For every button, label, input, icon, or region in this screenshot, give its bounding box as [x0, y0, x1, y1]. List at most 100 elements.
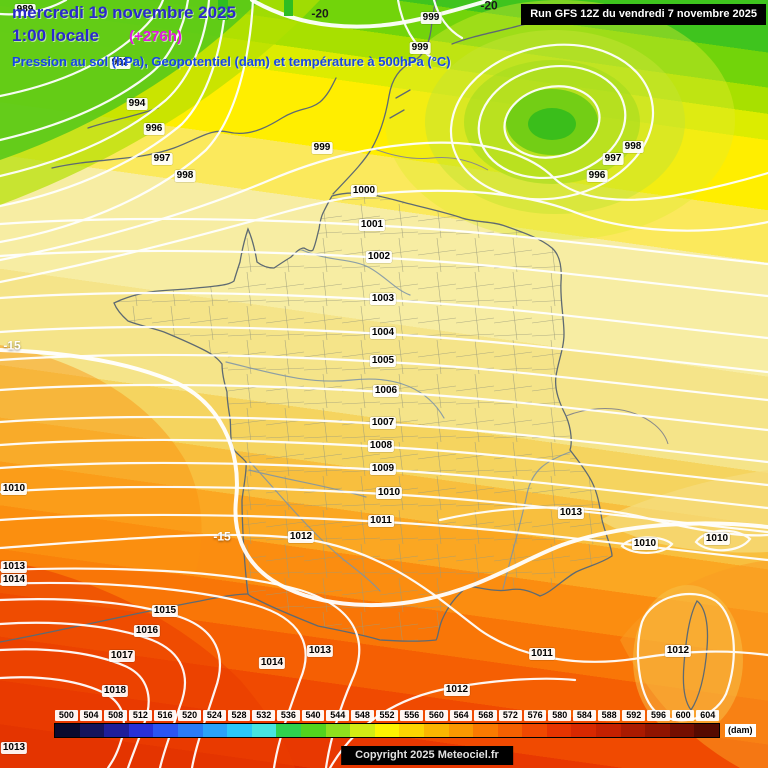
- scale-value: 548: [351, 710, 374, 721]
- temperature-label: -15: [3, 338, 21, 353]
- temperature-label: -20: [311, 6, 329, 21]
- scale-color-cell: [350, 724, 375, 737]
- pressure-label: 999: [420, 12, 442, 24]
- scale-color-cell: [79, 724, 105, 737]
- scale-color-cell: [399, 724, 424, 737]
- temperature-label: -15: [213, 529, 231, 544]
- scale-color-cell: [202, 724, 228, 737]
- pressure-label: 999: [311, 142, 333, 154]
- scale-value: 500: [55, 710, 78, 721]
- map-header: mercredi 19 novembre 2025 1:00 locale (+…: [12, 3, 451, 69]
- green-edge-markers: [218, 0, 293, 20]
- pressure-label: 1001: [358, 219, 386, 231]
- copyright-notice: Copyright 2025 Meteociel.fr: [341, 746, 513, 765]
- pressure-label: 1008: [367, 440, 395, 452]
- scale-color-cell: [177, 724, 203, 737]
- scale-color-cell: [251, 724, 277, 737]
- scale-color-cell: [448, 724, 474, 737]
- geopotential-scale: 500 504 508 512 516 520 524 528 532 536 540 544 548 5…: [54, 710, 756, 738]
- pressure-label: 1014: [0, 574, 28, 586]
- pressure-label: 1013: [0, 742, 28, 754]
- scale-value: 596: [647, 710, 670, 721]
- pressure-label: 1013: [306, 645, 334, 657]
- scale-color-bar: [54, 723, 720, 738]
- pressure-label: 1004: [369, 327, 397, 339]
- scale-value: 532: [252, 710, 276, 721]
- benelux-coast: [332, 0, 437, 195]
- scale-value: 572: [499, 710, 522, 721]
- pressure-label: 1012: [443, 684, 471, 696]
- forecast-date: mercredi 19 novembre 2025: [12, 3, 236, 22]
- pressure-label: 1011: [368, 515, 394, 527]
- scale-color-cell: [276, 724, 301, 737]
- scale-value: 540: [301, 710, 325, 721]
- pressure-label: 1015: [151, 605, 179, 617]
- pressure-label: 1005: [369, 355, 397, 367]
- pressure-label: 1007: [369, 417, 397, 429]
- scale-color-cell: [620, 724, 646, 737]
- scale-value: 584: [573, 710, 596, 721]
- scale-value: 588: [597, 710, 621, 721]
- scale-unit: (dam): [725, 724, 756, 737]
- scale-value: 576: [523, 710, 547, 721]
- scale-value: 536: [277, 710, 300, 721]
- pressure-label: 1012: [287, 531, 315, 543]
- scale-value: 504: [79, 710, 103, 721]
- scale-color-cell: [227, 724, 252, 737]
- scale-value: 580: [548, 710, 572, 721]
- scale-value: 508: [104, 710, 128, 721]
- scale-value: 528: [227, 710, 251, 721]
- scale-values-row: 500 504 508 512 516 520 524 528 532 536 540 544 548 5…: [54, 710, 720, 721]
- pressure-label: 1002: [365, 251, 393, 263]
- scale-color-cell: [374, 724, 400, 737]
- country-borders: [371, 147, 669, 445]
- scale-color-cell: [325, 724, 351, 737]
- scale-color-cell: [153, 724, 178, 737]
- scale-color-cell: [497, 724, 523, 737]
- pressure-label: 996: [586, 170, 608, 182]
- scale-color-cell: [300, 724, 326, 737]
- map-subtitle: Pression au sol (hPa), Geopotentiel (dam…: [12, 54, 451, 69]
- scale-value: 600: [671, 710, 695, 721]
- scale-value: 556: [400, 710, 424, 721]
- pressure-label: 1009: [369, 463, 397, 475]
- scale-value: 604: [696, 710, 720, 721]
- pressure-label: 1018: [101, 685, 129, 697]
- scale-color-cell: [128, 724, 154, 737]
- pressure-label: 997: [602, 153, 624, 165]
- scale-color-cell: [104, 724, 129, 737]
- scale-color-cell: [55, 724, 80, 737]
- pressure-label: 998: [174, 170, 196, 182]
- scale-value: 520: [178, 710, 202, 721]
- pressure-label: 997: [151, 153, 173, 165]
- pressure-label: 1013: [0, 561, 28, 573]
- scale-color-cell: [522, 724, 547, 737]
- pressure-label: 1017: [108, 650, 136, 662]
- pressure-label: 1010: [631, 538, 659, 550]
- scale-value: 524: [203, 710, 226, 721]
- pressure-label: 1000: [350, 185, 378, 197]
- pressure-label: 1003: [369, 293, 397, 305]
- pressure-label: 1010: [0, 483, 28, 495]
- scale-value: 564: [449, 710, 473, 721]
- pressure-label: 1006: [372, 385, 400, 397]
- scale-color-cell: [423, 724, 449, 737]
- scale-value: 552: [375, 710, 399, 721]
- pressure-label: 1012: [664, 645, 692, 657]
- scale-color-cell: [473, 724, 498, 737]
- scale-value: 592: [622, 710, 646, 721]
- scale-value: 512: [129, 710, 152, 721]
- pressure-label: 1013: [557, 507, 585, 519]
- pressure-label: 1014: [258, 657, 286, 669]
- scale-color-cell: [571, 724, 597, 737]
- pressure-label: 1016: [133, 625, 161, 637]
- scale-value: 560: [425, 710, 448, 721]
- forecast-offset: (+276h): [128, 28, 182, 45]
- forecast-time: 1:00 locale: [12, 26, 99, 45]
- pressure-label: 998: [622, 141, 644, 153]
- scale-color-cell: [694, 724, 720, 737]
- pressure-label: 989: [14, 4, 36, 16]
